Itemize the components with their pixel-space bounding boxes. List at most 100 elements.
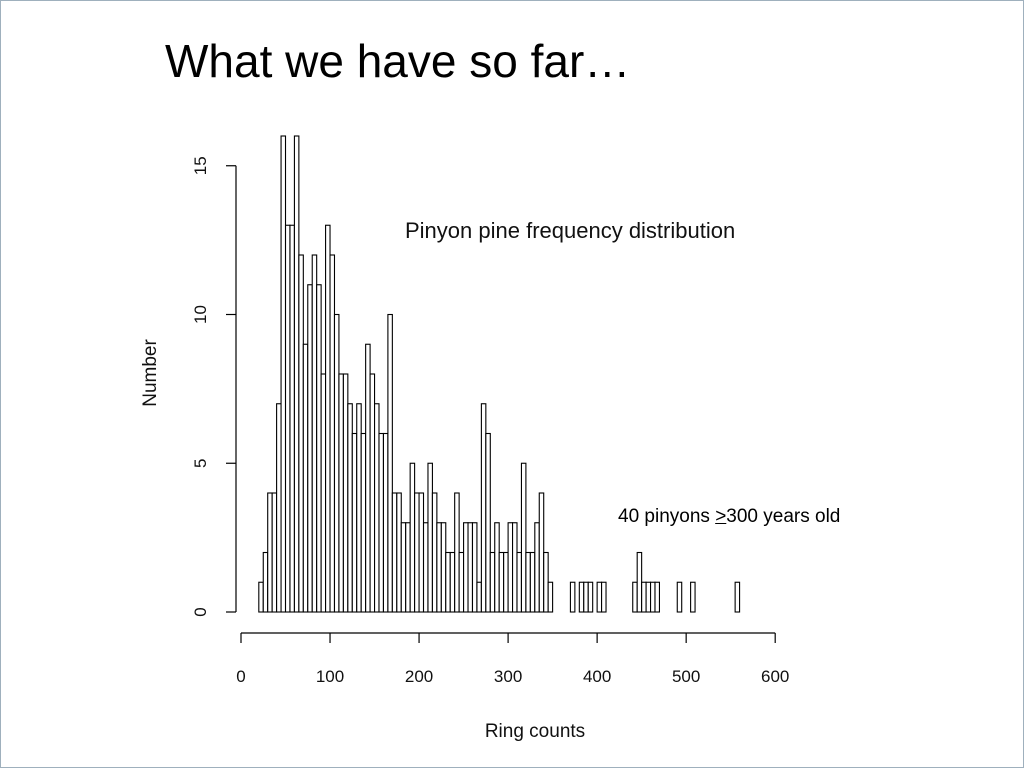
histogram-bar: [316, 284, 322, 613]
histogram-bar: [471, 522, 478, 613]
histogram-bar: [449, 551, 456, 613]
histogram-bar: [569, 581, 576, 613]
histogram-bar: [414, 492, 420, 613]
histogram-bar: [325, 224, 331, 613]
histogram-bar: [649, 581, 656, 613]
histogram-bar: [431, 492, 438, 613]
y-tick-label: 0: [191, 607, 210, 616]
histogram-bar: [276, 403, 282, 613]
histogram-bar: [262, 551, 269, 613]
histogram-bar: [320, 373, 327, 613]
histogram-bar: [298, 254, 304, 613]
histogram-bar: [538, 492, 545, 613]
histogram-bar: [329, 254, 336, 613]
histogram-bar: [302, 343, 309, 613]
histogram-bar: [636, 551, 643, 613]
histogram-bar: [396, 492, 402, 613]
histogram-bar: [382, 432, 389, 613]
histogram-bar: [418, 492, 425, 613]
annotation-symbol: >: [715, 506, 727, 527]
histogram-bar: [516, 551, 522, 613]
annotation-prefix: 40 pinyons: [618, 506, 716, 527]
x-axis: 0 100 200 300 400 500 600: [236, 632, 789, 686]
histogram-bar: [360, 432, 367, 613]
y-tick-label: 5: [191, 459, 210, 468]
histogram-bars: [258, 135, 741, 613]
histogram-bar: [467, 522, 474, 613]
histogram-bar: [596, 581, 603, 613]
histogram-bar: [529, 551, 536, 613]
histogram-bar: [454, 492, 460, 613]
histogram-bar: [387, 313, 393, 613]
histogram-bar: [293, 135, 300, 613]
x-tick-label: 500: [672, 667, 700, 686]
histogram-bar: [405, 522, 411, 613]
histogram-bar: [422, 522, 429, 613]
histogram-bar: [587, 581, 594, 613]
histogram-bar: [338, 373, 344, 613]
histogram-bar: [436, 522, 442, 613]
y-axis-title: Number: [140, 339, 161, 407]
histogram-bar: [440, 522, 447, 613]
histogram-bar: [284, 224, 291, 613]
x-tick-label: 0: [236, 667, 245, 686]
histogram-bar: [489, 551, 496, 613]
histogram-bar: [583, 581, 589, 613]
histogram-bar: [601, 581, 607, 613]
histogram-bar: [654, 581, 660, 613]
histogram-bar: [520, 462, 527, 613]
histogram-bar: [280, 135, 287, 613]
x-tick-label: 600: [761, 667, 789, 686]
histogram-bar: [578, 581, 585, 613]
x-tick-label: 100: [316, 667, 344, 686]
histogram-bar: [645, 581, 652, 613]
histogram-bar: [445, 551, 451, 613]
histogram-bar: [641, 581, 647, 613]
histogram-bar: [494, 522, 500, 613]
histogram-bar: [258, 581, 264, 613]
histogram-bar: [378, 432, 384, 613]
annotation-suffix: 300 years old: [726, 506, 841, 527]
x-tick-label: 400: [583, 667, 611, 686]
histogram-bar: [632, 581, 638, 613]
y-axis: 0 5 10 15: [191, 156, 237, 617]
chart-title: Pinyon pine frequency distribution: [405, 218, 735, 243]
histogram-bar: [289, 224, 295, 613]
x-tick-label: 300: [494, 667, 522, 686]
histogram-bar: [485, 432, 491, 613]
histogram-bar: [543, 551, 549, 613]
histogram-bar: [463, 522, 469, 613]
histogram-bar: [734, 581, 741, 613]
histogram-bar: [547, 581, 554, 613]
histogram-bar: [427, 462, 433, 613]
histogram-bar: [498, 551, 505, 613]
slide-title: What we have so far…: [165, 35, 631, 87]
histogram-bar: [365, 343, 371, 613]
histogram-bar: [409, 462, 416, 613]
histogram-bar: [351, 432, 358, 613]
histogram-bar: [271, 492, 278, 613]
histogram-bar: [690, 581, 696, 613]
histogram-bar: [480, 403, 487, 613]
histogram-bar: [369, 373, 376, 613]
histogram-bar: [347, 403, 353, 613]
histogram-bar: [342, 373, 349, 613]
y-tick-label: 10: [191, 305, 210, 324]
histogram-bar: [458, 551, 465, 613]
histogram-bar: [311, 254, 318, 613]
histogram-bar: [307, 284, 313, 613]
x-axis-title: Ring counts: [485, 721, 585, 742]
histogram-bar: [267, 492, 273, 613]
histogram-bar: [333, 313, 340, 613]
histogram-bar: [391, 492, 398, 613]
annotation-old-pinyons: 40 pinyons >300 years old: [618, 506, 840, 528]
histogram-bar: [503, 551, 509, 613]
histogram-bar: [373, 403, 380, 613]
y-tick-label: 15: [191, 156, 210, 175]
histogram-bar: [507, 522, 514, 613]
histogram-bar: [356, 403, 362, 613]
x-tick-label: 200: [405, 667, 433, 686]
histogram-bar: [534, 522, 540, 613]
